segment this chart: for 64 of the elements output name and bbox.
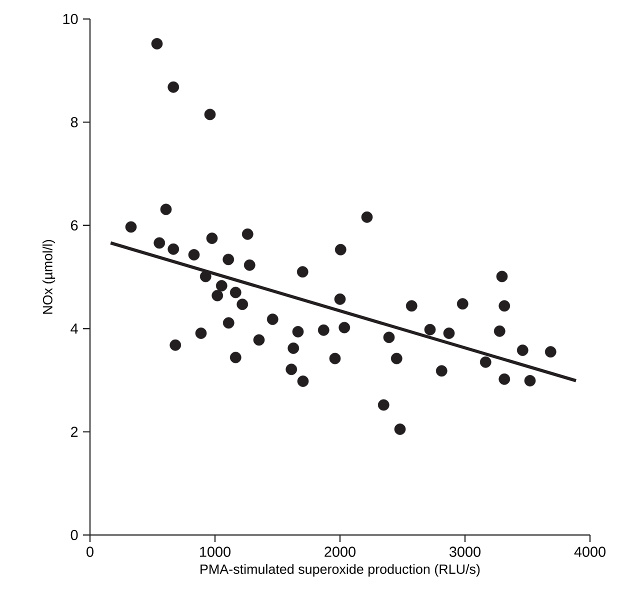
point	[443, 328, 455, 339]
point	[230, 286, 242, 298]
point	[297, 376, 309, 387]
point	[383, 332, 395, 344]
point	[496, 270, 508, 282]
x-tick-label: 0	[86, 546, 94, 557]
point	[456, 298, 468, 310]
point	[524, 375, 536, 386]
point	[236, 298, 248, 310]
point	[292, 326, 304, 338]
point	[266, 314, 278, 326]
point	[286, 364, 298, 376]
point	[204, 108, 216, 120]
point	[212, 290, 224, 302]
point	[424, 324, 436, 336]
point	[498, 300, 510, 312]
point	[288, 342, 300, 354]
point	[361, 211, 373, 223]
point	[222, 317, 234, 329]
point	[334, 244, 346, 256]
x-tick-label: 1000	[200, 546, 230, 557]
point	[394, 424, 406, 435]
point	[170, 339, 182, 351]
point	[318, 324, 330, 336]
point	[188, 249, 200, 261]
point	[494, 325, 506, 337]
point	[253, 334, 265, 346]
y-tick-label: 8	[70, 117, 78, 128]
point	[200, 270, 212, 282]
point	[516, 344, 528, 356]
y-tick-label: 2	[71, 426, 78, 437]
point	[329, 352, 341, 364]
x-tick-label: 2000	[324, 546, 356, 557]
y-tick-label: 0	[70, 530, 78, 540]
point	[168, 243, 180, 255]
x-tick-label: 3000	[449, 546, 480, 557]
point	[390, 352, 402, 364]
x-tick-label: 4000	[574, 546, 606, 557]
point	[480, 356, 492, 368]
point	[498, 373, 510, 385]
point	[195, 328, 207, 339]
point	[338, 322, 350, 334]
point	[244, 259, 256, 271]
y-axis-title: NOx (µmol/l)	[42, 240, 56, 314]
y-tick-label: 10	[63, 14, 78, 24]
point	[436, 365, 448, 377]
point	[125, 221, 137, 233]
point	[206, 232, 218, 244]
y-tick-label: 4	[70, 324, 78, 334]
point	[216, 280, 228, 292]
point	[242, 228, 254, 240]
point	[406, 300, 418, 312]
point	[154, 237, 166, 249]
point	[160, 204, 172, 216]
point	[296, 266, 308, 278]
point	[168, 81, 180, 93]
point	[378, 399, 390, 411]
point	[230, 352, 242, 364]
point	[151, 38, 163, 50]
x-axis-title: PMA-stimulated superoxide production (RLU/s)	[200, 564, 480, 577]
point	[544, 346, 556, 358]
point	[334, 293, 346, 305]
y-tick-label: 6	[71, 220, 78, 231]
point	[222, 254, 234, 266]
